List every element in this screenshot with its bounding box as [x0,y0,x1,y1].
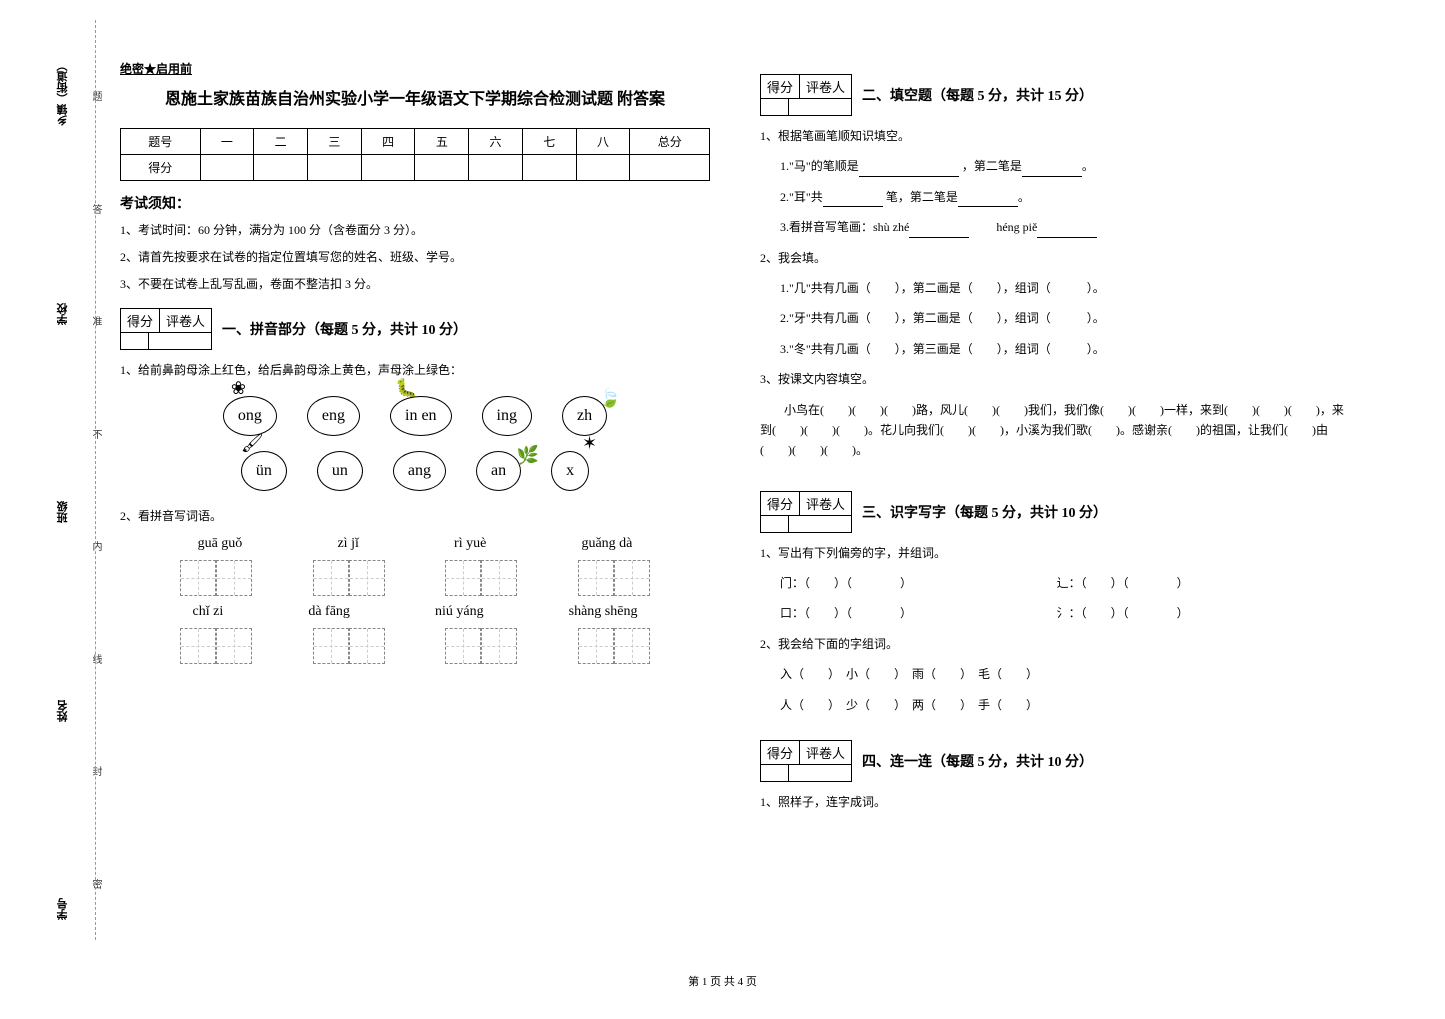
section-score-box: 得分 评卷人 [120,308,212,350]
question-2-3: 3、按课文内容填空。 [760,369,1350,389]
section-one-title: 一、拼音部分（每题 5 分，共计 10 分） [222,319,467,339]
q2-2-item: 3."冬"共有几画（ ），第三画是（ ），组词（ ）。 [780,339,1350,359]
notice-item: 2、请首先按要求在试卷的指定位置填写您的姓名、班级、学号。 [120,248,710,267]
words-row: 人（ ） 少（ ） 两（ ） 手（ ） [780,695,1350,715]
q2-1-2: 2."耳"共 笔，第二笔是。 [780,187,1350,207]
star-icon: ✶ [582,433,597,454]
pinyin-oval: ang [393,451,446,491]
q2-3-text: 小鸟在( )( )( )路，风儿( )( )我们，我们像( )( )一样，来到(… [760,400,1350,461]
section-score-box: 得分 评卷人 [760,491,852,533]
write-boxes-row1 [150,560,680,596]
exam-title: 恩施土家族苗族自治州实验小学一年级语文下学期综合检测试题 附答案 [120,87,710,113]
question-2-1: 1、根据笔画笔顺知识填空。 [760,126,1350,146]
side-field: 姓名 [55,700,71,722]
pinyin-oval: x [551,451,589,491]
pinyin-labels-2: chǐ zi dà fāng niú yáng shàng shēng [150,604,680,620]
notice-title: 考试须知： [120,193,710,213]
binding-strip: 乡镇（街道） 学校 班级 姓名 学号 [55,40,71,940]
section-score-box: 得分 评卷人 [760,74,852,116]
side-field: 班级 [55,501,71,523]
question-3-1: 1、写出有下列偏旁的字，并组词。 [760,543,1350,563]
radical-row: 门：（ ）（ ） 辶：（ ）（ ） [780,573,1350,593]
q2-1-3: 3.看拼音写笔画：shù zhé héng piě [780,217,1350,237]
left-column: 绝密★启用前 恩施土家族苗族自治州实验小学一年级语文下学期综合检测试题 附答案 … [120,60,710,822]
q2-2-item: 2."牙"共有几画（ ），第二画是（ ），组词（ ）。 [780,308,1350,328]
section-two-header: 得分 评卷人 二、填空题（每题 5 分，共计 15 分） [760,74,1350,116]
pinyin-oval: eng [307,396,360,436]
section-score-box: 得分 评卷人 [760,740,852,782]
section-three-header: 得分 评卷人 三、识字写字（每题 5 分，共计 10 分） [760,491,1350,533]
exam-content: 绝密★启用前 恩施土家族苗族自治州实验小学一年级语文下学期综合检测试题 附答案 … [120,60,1350,822]
score-summary-table: 题号 一 二 三 四 五 六 七 八 总分 得分 [120,128,710,181]
pinyin-oval: zh [562,396,607,436]
side-field: 学校 [55,303,71,325]
pinyin-oval: un [317,451,363,491]
notice-item: 3、不要在试卷上乱写乱画，卷面不整洁扣 3 分。 [120,275,710,294]
pinyin-oval: ing [482,396,532,436]
q2-2-item: 1."几"共有几画（ ），第二画是（ ），组词（ ）。 [780,278,1350,298]
section-three-title: 三、识字写字（每题 5 分，共计 10 分） [862,502,1107,522]
write-boxes-row2 [150,628,680,664]
seal-dashed-line [95,20,96,940]
side-field: 学号 [55,898,71,920]
pinyin-ovals-row1: ❀ong eng 🐛in en ing 🍃zh [120,396,710,436]
question-3-2: 2、我会给下面的字组词。 [760,634,1350,654]
pinyin-oval: in en [390,396,452,436]
page-footer: 第 1 页 共 4 页 [0,973,1445,989]
confidential-label: 绝密★启用前 [120,60,710,77]
question-1-2: 2、看拼音写词语。 [120,506,710,526]
side-field: 乡镇（街道） [55,60,71,126]
section-four-title: 四、连一连（每题 5 分，共计 10 分） [862,751,1093,771]
question-4-1: 1、照样子，连字成词。 [760,792,1350,812]
pinyin-ovals-row2: 🖌ün un ang 🌿an ✶x [120,451,710,491]
words-row: 入（ ） 小（ ） 雨（ ） 毛（ ） [780,664,1350,684]
section-four-header: 得分 评卷人 四、连一连（每题 5 分，共计 10 分） [760,740,1350,782]
section-one-header: 得分 评卷人 一、拼音部分（每题 5 分，共计 10 分） [120,308,710,350]
pinyin-oval: ong [223,396,277,436]
q2-1-1: 1."马"的笔顺是 ，第二笔是。 [780,156,1350,176]
section-two-title: 二、填空题（每题 5 分，共计 15 分） [862,85,1093,105]
pinyin-oval: ün [241,451,287,491]
question-2-2: 2、我会填。 [760,248,1350,268]
notice-item: 1、考试时间：60 分钟，满分为 100 分（含卷面分 3 分）。 [120,221,710,240]
right-column: 得分 评卷人 二、填空题（每题 5 分，共计 15 分） 1、根据笔画笔顺知识填… [760,60,1350,822]
pinyin-labels-1: guā guǒ zì jǐ rì yuè guǎng dà [150,536,680,552]
pinyin-oval: an [476,451,521,491]
radical-row: 口：（ ）（ ） 氵：（ ）（ ） [780,603,1350,623]
leaf-icon: 🌿 [517,445,539,466]
